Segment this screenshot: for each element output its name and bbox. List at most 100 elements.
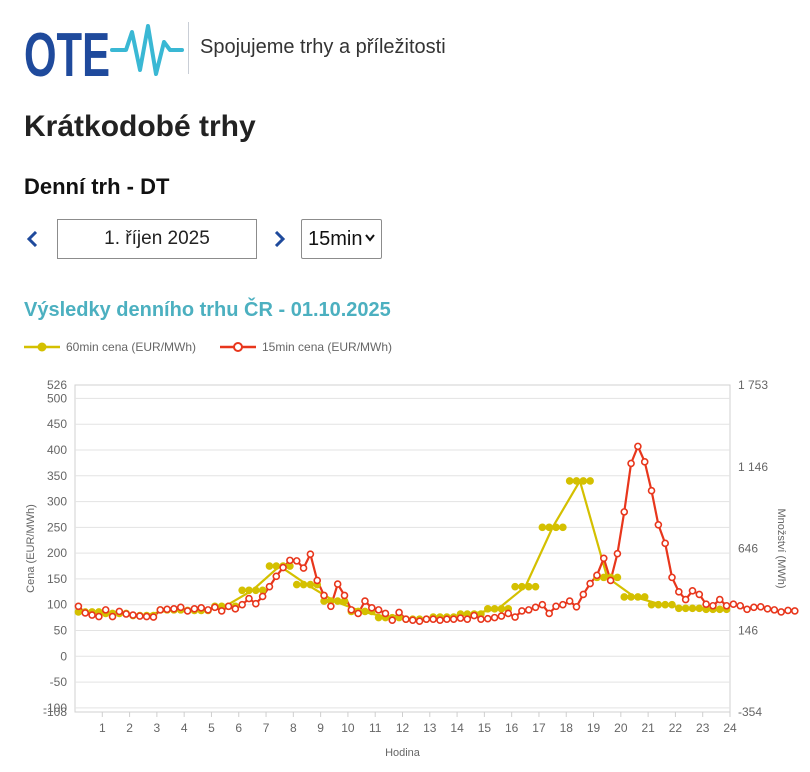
data-point-60min[interactable] <box>320 597 328 605</box>
data-point-15min[interactable] <box>606 576 615 585</box>
data-point-60min[interactable] <box>531 582 540 591</box>
data-point-15min[interactable] <box>634 442 642 451</box>
data-point-15min[interactable] <box>163 605 171 614</box>
data-point-60min[interactable] <box>299 580 308 589</box>
data-point-15min[interactable] <box>552 602 560 611</box>
data-point-15min[interactable] <box>524 606 533 614</box>
data-point-15min[interactable] <box>258 592 267 601</box>
data-point-15min[interactable] <box>333 580 342 588</box>
data-point-15min[interactable] <box>743 605 751 614</box>
data-point-60min[interactable] <box>292 580 301 589</box>
data-point-15min[interactable] <box>347 606 356 614</box>
data-point-15min[interactable] <box>367 604 376 612</box>
data-point-15min[interactable] <box>408 616 417 624</box>
data-point-60min[interactable] <box>681 604 690 613</box>
data-point-60min[interactable] <box>374 613 383 622</box>
data-point-15min[interactable] <box>381 609 390 618</box>
data-point-15min[interactable] <box>292 557 301 565</box>
data-point-60min[interactable] <box>545 523 553 532</box>
data-point-60min[interactable] <box>668 600 676 609</box>
data-point-15min[interactable] <box>81 609 90 617</box>
data-point-60min[interactable] <box>286 562 294 570</box>
data-point-60min[interactable] <box>511 582 519 591</box>
data-point-15min[interactable] <box>565 597 574 605</box>
data-point-15min[interactable] <box>504 609 513 618</box>
data-point-15min[interactable] <box>640 458 649 466</box>
data-point-60min[interactable] <box>483 605 492 613</box>
data-point-15min[interactable] <box>217 607 226 615</box>
data-point-15min[interactable] <box>224 602 233 611</box>
data-point-60min[interactable] <box>675 604 683 613</box>
data-point-15min[interactable] <box>750 603 758 612</box>
data-point-15min[interactable] <box>340 591 349 600</box>
data-point-15min[interactable] <box>136 612 144 620</box>
data-point-60min[interactable] <box>490 605 499 613</box>
data-point-15min[interactable] <box>763 605 772 613</box>
data-point-60min[interactable] <box>695 604 704 613</box>
data-point-60min[interactable] <box>340 597 349 605</box>
data-point-15min[interactable] <box>183 607 192 615</box>
data-point-60min[interactable] <box>613 573 622 582</box>
data-point-60min[interactable] <box>361 607 369 616</box>
data-point-60min[interactable] <box>586 477 594 485</box>
data-point-60min[interactable] <box>333 597 342 605</box>
data-point-60min[interactable] <box>518 582 526 591</box>
data-point-15min[interactable] <box>702 600 710 609</box>
data-point-15min[interactable] <box>456 614 465 622</box>
data-point-15min[interactable] <box>265 582 274 591</box>
data-point-15min[interactable] <box>374 606 383 614</box>
data-point-60min[interactable] <box>497 605 506 613</box>
data-point-60min[interactable] <box>579 477 588 485</box>
data-point-60min[interactable] <box>265 562 274 570</box>
next-day-button[interactable] <box>270 225 290 253</box>
data-point-60min[interactable] <box>565 477 574 485</box>
data-point-60min[interactable] <box>74 608 83 616</box>
data-point-60min[interactable] <box>661 600 669 609</box>
data-point-15min[interactable] <box>518 607 526 615</box>
data-point-15min[interactable] <box>176 603 185 612</box>
data-point-15min[interactable] <box>497 612 506 620</box>
data-point-15min[interactable] <box>470 611 478 620</box>
data-point-15min[interactable] <box>122 610 130 618</box>
data-point-15min[interactable] <box>313 576 322 585</box>
ote-logo[interactable]: OTE <box>24 20 184 80</box>
data-point-60min[interactable] <box>245 586 253 595</box>
data-point-60min[interactable] <box>599 573 608 582</box>
data-point-15min[interactable] <box>572 602 581 611</box>
data-point-15min[interactable] <box>395 608 403 617</box>
legend-item-60min[interactable]: 60min cena (EUR/MWh) <box>24 340 196 354</box>
data-point-60min[interactable] <box>524 582 533 591</box>
data-point-15min[interactable] <box>170 605 178 613</box>
data-point-15min[interactable] <box>238 600 246 609</box>
data-point-15min[interactable] <box>429 615 438 623</box>
data-point-15min[interactable] <box>252 599 260 608</box>
data-point-15min[interactable] <box>511 613 519 621</box>
data-point-15min[interactable] <box>736 601 745 610</box>
data-point-60min[interactable] <box>552 523 560 532</box>
data-point-15min[interactable] <box>620 508 629 516</box>
data-point-15min[interactable] <box>279 563 287 572</box>
data-point-15min[interactable] <box>95 612 103 621</box>
data-point-15min[interactable] <box>695 590 704 599</box>
data-point-15min[interactable] <box>729 600 738 609</box>
data-point-15min[interactable] <box>443 615 451 623</box>
data-point-60min[interactable] <box>559 523 567 532</box>
data-point-15min[interactable] <box>211 603 219 612</box>
data-point-15min[interactable] <box>231 605 240 613</box>
data-point-15min[interactable] <box>299 564 308 572</box>
data-point-15min[interactable] <box>306 550 315 558</box>
data-point-15min[interactable] <box>586 579 594 588</box>
data-point-15min[interactable] <box>190 605 199 613</box>
data-point-60min[interactable] <box>647 600 656 609</box>
data-point-60min[interactable] <box>634 593 642 601</box>
data-point-15min[interactable] <box>74 602 83 611</box>
data-point-15min[interactable] <box>661 539 669 548</box>
data-point-15min[interactable] <box>681 595 690 604</box>
data-point-15min[interactable] <box>108 612 117 621</box>
data-point-15min[interactable] <box>688 586 697 595</box>
data-point-15min[interactable] <box>101 606 110 614</box>
data-point-60min[interactable] <box>620 593 629 601</box>
data-point-60min[interactable] <box>306 580 315 589</box>
data-point-15min[interactable] <box>204 606 212 614</box>
data-point-15min[interactable] <box>531 603 540 612</box>
